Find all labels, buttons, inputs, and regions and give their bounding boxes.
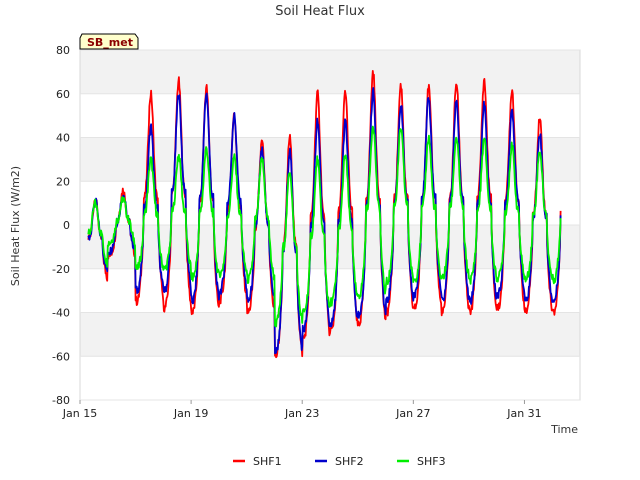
legend-label-shf3: SHF3 [417, 455, 446, 468]
plot-band [80, 225, 580, 269]
x-tick-label: Jan 15 [62, 407, 97, 420]
badge-text: SB_met [87, 36, 133, 49]
x-tick-label: Jan 27 [395, 407, 430, 420]
x-tick-label: Jan 23 [284, 407, 319, 420]
x-axis: Jan 15 Jan 19 Jan 23 Jan 27 Jan 31 [62, 400, 542, 420]
y-tick-label: -80 [52, 394, 70, 407]
x-axis-label: Time [550, 423, 578, 436]
legend-label-shf2: SHF2 [335, 455, 364, 468]
legend: SHF1 SHF2 SHF3 [233, 455, 446, 468]
y-tick-label: 0 [63, 219, 70, 232]
y-tick-label: -40 [52, 307, 70, 320]
y-tick-label: 60 [56, 88, 70, 101]
y-tick-label: -60 [52, 350, 70, 363]
y-tick-label: 80 [56, 44, 70, 57]
x-tick-label: Jan 19 [173, 407, 208, 420]
legend-label-shf1: SHF1 [253, 455, 282, 468]
y-axis-label: Soil Heat Flux (W/m2) [9, 166, 22, 286]
chart-title: Soil Heat Flux [275, 4, 365, 19]
sb-met-badge: SB_met [79, 33, 139, 50]
x-tick-label: Jan 31 [506, 407, 541, 420]
plot-band [80, 137, 580, 182]
y-tick-label: 40 [56, 132, 70, 145]
series-line-shf2 [87, 87, 562, 355]
y-tick-label: -20 [52, 263, 70, 276]
series-line-shf3 [87, 125, 562, 328]
series-lines [87, 70, 562, 359]
y-tick-label: 20 [56, 175, 70, 188]
plot-band [80, 50, 580, 94]
